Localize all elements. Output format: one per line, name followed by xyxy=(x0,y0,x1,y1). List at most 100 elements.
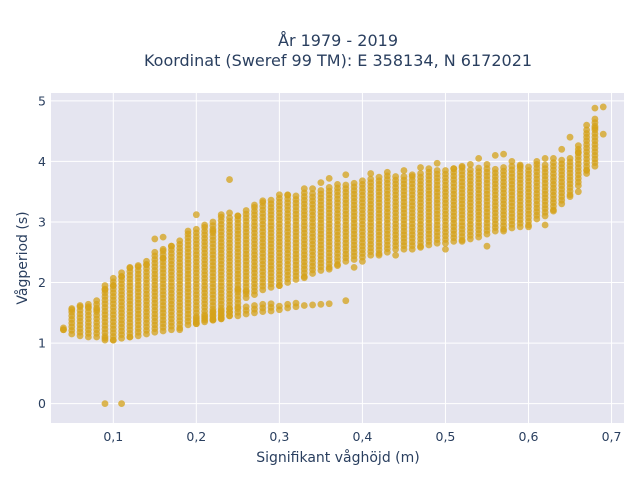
data-point xyxy=(300,274,308,282)
data-point xyxy=(118,400,125,408)
data-point xyxy=(292,299,300,307)
y-axis-title: Vågperiod (s) xyxy=(14,211,31,304)
data-point xyxy=(400,173,408,180)
data-point xyxy=(442,245,449,253)
data-point xyxy=(591,115,599,123)
data-point xyxy=(267,300,275,308)
data-point xyxy=(334,262,341,269)
data-point xyxy=(151,235,159,243)
data-point xyxy=(234,286,242,294)
data-point xyxy=(541,154,549,162)
x-tick-label: 0,2 xyxy=(186,429,206,444)
data-point xyxy=(134,262,142,269)
data-point xyxy=(176,326,184,334)
data-point xyxy=(334,181,341,188)
data-point xyxy=(599,130,607,138)
data-point xyxy=(317,179,325,187)
data-point xyxy=(101,286,109,294)
data-point xyxy=(109,282,117,289)
data-point xyxy=(458,237,466,245)
data-point xyxy=(184,227,192,235)
data-point xyxy=(400,167,408,174)
data-point xyxy=(425,165,433,173)
x-tick-label: 0,3 xyxy=(269,429,289,444)
data-point xyxy=(267,196,275,204)
data-point xyxy=(159,245,167,253)
data-point xyxy=(550,154,557,162)
data-point xyxy=(118,273,125,280)
data-point xyxy=(242,207,250,214)
data-point xyxy=(574,148,582,156)
data-point xyxy=(284,191,292,199)
data-point xyxy=(342,171,350,179)
data-point xyxy=(68,306,76,314)
chart-title: År 1979 - 2019 xyxy=(278,31,398,50)
data-point xyxy=(558,145,566,153)
data-point xyxy=(417,164,424,171)
data-point xyxy=(226,305,233,312)
x-tick-label: 0,6 xyxy=(519,429,539,444)
data-point xyxy=(209,316,217,324)
data-point xyxy=(375,173,383,181)
data-point xyxy=(159,254,167,262)
data-point xyxy=(226,214,233,222)
data-point xyxy=(126,333,134,341)
data-point xyxy=(500,164,507,171)
data-point xyxy=(350,263,358,271)
data-point xyxy=(583,121,591,129)
data-point xyxy=(192,314,200,322)
data-point xyxy=(574,188,582,196)
data-point xyxy=(483,242,491,250)
data-point xyxy=(491,165,499,173)
data-point xyxy=(209,227,217,235)
data-point xyxy=(367,175,375,183)
data-point xyxy=(508,162,516,170)
data-point xyxy=(101,334,109,342)
x-tick-label: 0,4 xyxy=(352,429,372,444)
data-point xyxy=(101,400,109,408)
data-point xyxy=(516,162,524,170)
data-point xyxy=(259,197,267,205)
data-point xyxy=(359,177,366,185)
data-point xyxy=(375,251,383,259)
data-point xyxy=(300,185,308,193)
data-point xyxy=(275,302,283,310)
data-point xyxy=(151,248,159,256)
chart-subtitle: Koordinat (Sweref 99 TM): E 358134, N 61… xyxy=(144,51,532,70)
data-point xyxy=(317,300,325,308)
data-point xyxy=(383,168,391,176)
data-point xyxy=(209,308,217,315)
data-point xyxy=(466,161,474,168)
data-point xyxy=(242,303,250,311)
data-point xyxy=(566,154,574,162)
data-point xyxy=(309,185,316,193)
data-point xyxy=(417,170,424,177)
data-point xyxy=(60,324,67,332)
data-point xyxy=(566,193,574,200)
data-point xyxy=(226,176,233,183)
data-point xyxy=(550,207,557,215)
data-point xyxy=(359,257,366,265)
data-point xyxy=(217,211,225,219)
data-point xyxy=(275,282,283,289)
data-point xyxy=(574,142,582,150)
data-point xyxy=(143,260,150,268)
data-point xyxy=(242,288,250,296)
data-point xyxy=(442,167,449,174)
data-point xyxy=(342,297,350,305)
data-point xyxy=(483,161,491,168)
data-point xyxy=(126,263,134,271)
data-point xyxy=(591,104,599,112)
x-axis-title: Signifikant våghöjd (m) xyxy=(256,449,419,466)
data-point xyxy=(176,237,184,245)
tick-labels: 0,1 0,2 0,3 0,4 0,5 0,6 0,7 0 1 2 3 4 5 xyxy=(38,93,621,444)
y-tick-label: 4 xyxy=(38,154,46,169)
data-point xyxy=(342,181,350,189)
data-point xyxy=(317,187,325,194)
data-point xyxy=(325,184,333,191)
x-tick-label: 0,5 xyxy=(436,429,456,444)
data-point xyxy=(566,133,574,141)
data-point xyxy=(226,209,233,217)
x-tick-label: 0,7 xyxy=(602,429,622,444)
